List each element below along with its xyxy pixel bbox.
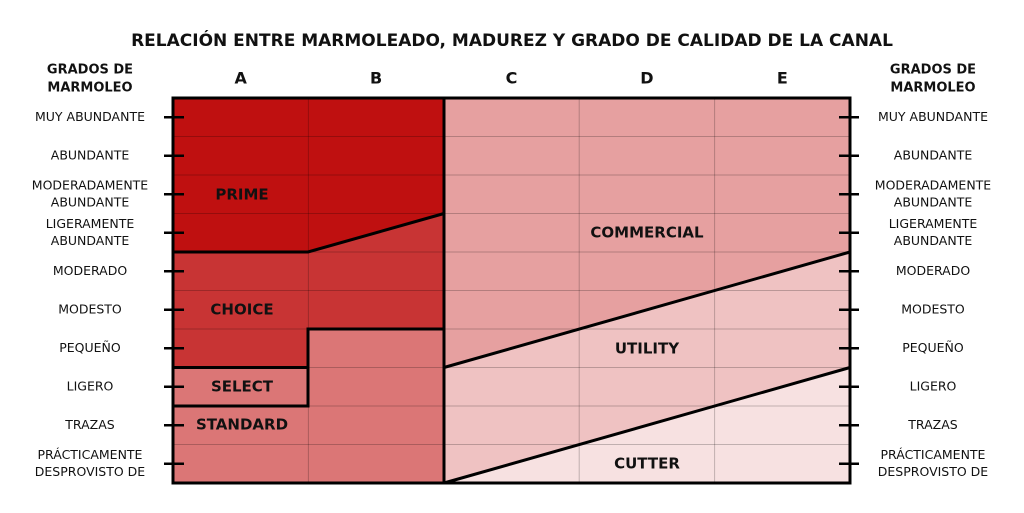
column-label: A (235, 69, 248, 88)
row-label: LIGERAMENTE (889, 216, 978, 231)
grade-label: STANDARD (196, 416, 288, 434)
row-label: MODESTO (58, 301, 122, 316)
row-label: LIGERAMENTE (46, 216, 135, 231)
grade-label: COMMERCIAL (590, 224, 704, 242)
grade-label: SELECT (211, 378, 274, 396)
commercial-region (444, 98, 850, 368)
column-label: C (506, 69, 518, 88)
column-label: B (370, 69, 382, 88)
row-label: DESPROVISTO DE (35, 464, 146, 479)
left-header: GRADOS DE (47, 63, 133, 78)
row-label: PRÁCTICAMENTE (881, 447, 986, 462)
row-label: DESPROVISTO DE (878, 464, 989, 479)
select-boundary (173, 366, 310, 408)
row-label: ABUNDANTE (894, 194, 973, 209)
row-label: MUY ABUNDANTE (878, 109, 988, 124)
row-label: PEQUEÑO (59, 340, 121, 355)
row-label: MODERADO (896, 263, 971, 278)
column-label: E (777, 69, 788, 88)
cutter-boundary (443, 366, 851, 485)
row-label: TRAZAS (64, 417, 114, 432)
left-header: MARMOLEO (47, 81, 132, 96)
row-label: MODERADAMENTE (32, 177, 149, 192)
row-label: MUY ABUNDANTE (35, 109, 145, 124)
row-label: ABUNDANTE (51, 233, 130, 248)
column-label: D (640, 69, 653, 88)
right-header: MARMOLEO (890, 81, 975, 96)
row-label: PEQUEÑO (902, 340, 964, 355)
grade-label: UTILITY (615, 340, 680, 358)
grade-label: PRIME (215, 186, 268, 204)
utility-boundary (443, 250, 851, 369)
row-label: PRÁCTICAMENTE (38, 447, 143, 462)
row-label: ABUNDANTE (51, 194, 130, 209)
utility-region (444, 252, 850, 483)
row-label: MODERADAMENTE (875, 177, 992, 192)
title: RELACIÓN ENTRE MARMOLEADO, MADUREZ Y GRA… (131, 29, 893, 51)
row-label: ABUNDANTE (894, 147, 973, 162)
grade-label: CUTTER (614, 455, 680, 473)
right-header: GRADOS DE (890, 63, 976, 78)
row-label: MODESTO (901, 301, 965, 316)
grade-label: CHOICE (210, 301, 273, 319)
row-label: MODERADO (53, 263, 128, 278)
choice-boundary (306, 327, 444, 368)
frame (171, 96, 852, 485)
row-label: ABUNDANTE (894, 233, 973, 248)
row-label: ABUNDANTE (51, 147, 130, 162)
row-label: LIGERO (910, 378, 957, 393)
row-label: TRAZAS (907, 417, 957, 432)
row-label: LIGERO (67, 378, 114, 393)
boundaries (171, 96, 852, 485)
prime-boundary (173, 212, 445, 254)
prime-region (173, 98, 444, 252)
